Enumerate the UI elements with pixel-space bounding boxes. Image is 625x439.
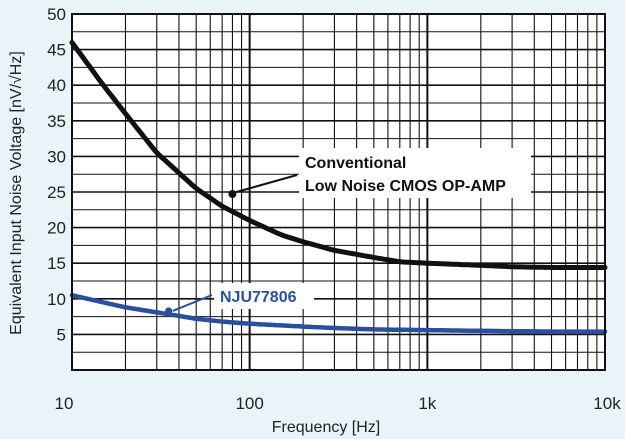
y-axis-ticks: 5 10 15 20 25 30 35 40 45 50 <box>47 5 66 344</box>
y-axis-label: Equivalent Input Noise Voltage [nV/√Hz] <box>8 51 25 335</box>
annotation-pointer-dot <box>165 307 173 315</box>
y-tick-label: 20 <box>47 219 66 238</box>
y-tick-label: 45 <box>47 41 66 60</box>
annotation-pointer-dot <box>228 190 237 198</box>
annotation-bg <box>299 148 531 198</box>
y-tick-label: 50 <box>47 5 66 24</box>
annotation-nju77806: NJU77806 <box>220 289 297 306</box>
y-tick-label: 15 <box>47 254 66 273</box>
y-tick-label: 35 <box>47 112 66 131</box>
annotation-conventional: Low Noise CMOS OP-AMP <box>305 178 506 195</box>
annotation-pointer-line <box>172 294 213 312</box>
x-tick-label: 100 <box>235 394 263 413</box>
y-tick-label: 25 <box>47 183 66 202</box>
series-line-conventional <box>69 40 608 270</box>
plot-frame <box>71 13 606 371</box>
y-tick-label: 10 <box>47 290 66 309</box>
annotation-pointer-line <box>236 174 298 193</box>
x-tick-label: 10k <box>593 394 621 413</box>
annotation-bg <box>214 283 314 309</box>
series-lines <box>69 40 608 334</box>
y-tick-label: 5 <box>57 325 66 344</box>
x-axis-label: Frequency [Hz] <box>272 419 380 436</box>
y-tick-label: 30 <box>47 147 66 166</box>
x-tick-label: 1k <box>418 394 436 413</box>
annotation-conventional: Conventional <box>305 155 406 172</box>
x-axis-ticks: 10 100 1k 10k <box>55 394 622 413</box>
x-tick-label: 10 <box>55 394 74 413</box>
y-tick-label: 40 <box>47 76 66 95</box>
annotations: Conventional Low Noise CMOS OP-AMP NJU7780… <box>165 148 531 315</box>
series-line-nju77806 <box>69 292 608 334</box>
